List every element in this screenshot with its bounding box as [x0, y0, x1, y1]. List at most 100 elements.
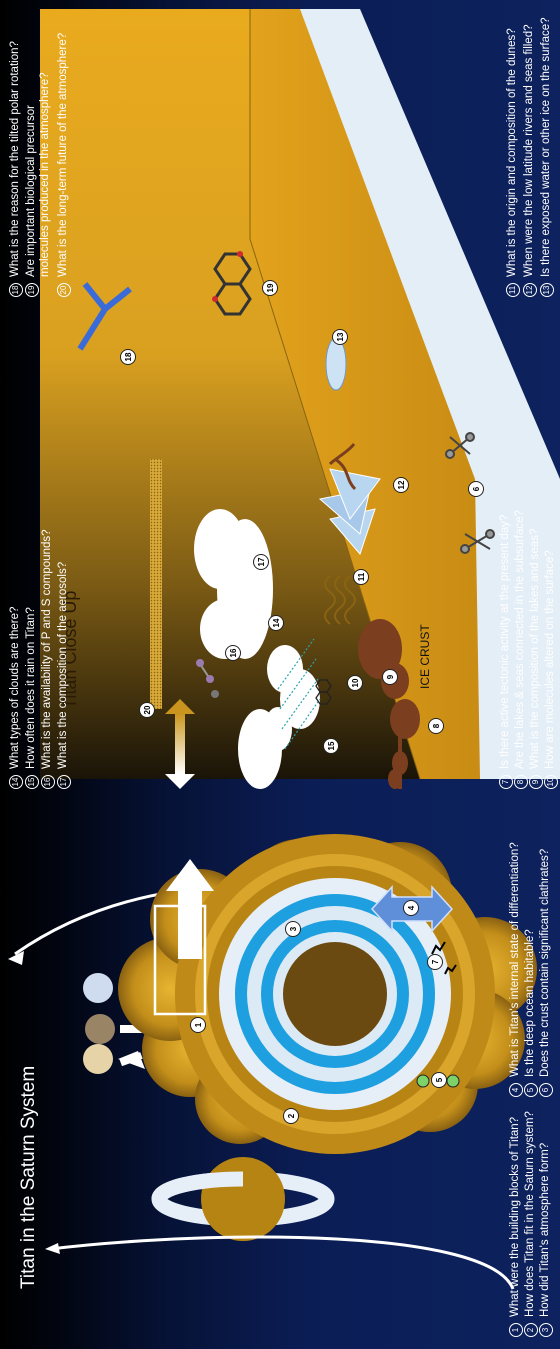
marker-9: 9: [382, 669, 398, 685]
question-number: 2: [524, 1323, 538, 1337]
question-text: What were the building blocks of Titan?: [509, 1116, 521, 1317]
marker-15: 15: [323, 738, 339, 754]
question-number: 11: [506, 283, 520, 297]
marker-16: 16: [225, 645, 241, 661]
question-10: 10 How are molecules altered on the surfa…: [543, 550, 558, 789]
exposed-ice: [325, 337, 347, 391]
marker-18: 18: [120, 349, 136, 365]
question-number: 19: [25, 283, 39, 297]
question-text: How does Titan fit in the Saturn system?: [524, 1111, 536, 1317]
question-text: What is the long-term future of the atmo…: [57, 32, 69, 277]
question-number: 3: [539, 1323, 553, 1337]
orbit-arc-left: [49, 1235, 515, 1290]
marker-8: 8: [428, 718, 444, 734]
building-block-1: [83, 1044, 113, 1074]
question-2: 2 How does Titan fit in the Saturn system…: [523, 1111, 538, 1337]
question-number: 18: [9, 283, 23, 297]
question-text: What is the composition of the lakes and…: [529, 528, 541, 769]
question-text: How did Titan's atmosphere form?: [539, 1142, 551, 1317]
question-15: 15 How often does it rain on Titan?: [24, 607, 39, 789]
question-text: What is the reason for the tilted polar …: [9, 41, 21, 277]
question-8: 8 Are the lakes & seas connected in the s…: [513, 510, 528, 789]
question-number: 15: [25, 775, 39, 789]
marker-3: 3: [285, 921, 301, 937]
question-16: 16 What is the availability of P and S co…: [40, 529, 55, 789]
ice-blocks: [318, 443, 381, 555]
atmosphere-arrow: [165, 699, 195, 789]
question-19: 19 Are important biological precursor mol…: [24, 57, 52, 297]
question-4: 4 What is Titan's internal state of diffe…: [508, 842, 523, 1097]
marker-13: 13: [332, 329, 348, 345]
marker-5: 5: [431, 1072, 447, 1088]
clouds: [194, 509, 320, 789]
question-text: What is the origin and composition of th…: [506, 28, 518, 277]
question-number: 10: [544, 775, 558, 789]
question-number: 16: [41, 775, 55, 789]
question-text: How often does it rain on Titan?: [25, 607, 37, 769]
question-18: 18 What is the reason for the tilted pola…: [8, 41, 23, 297]
marker-14: 14: [268, 615, 284, 631]
question-text: What is the availability of P and S comp…: [41, 529, 53, 769]
benzene-rings: [315, 679, 332, 705]
marker-1: 1: [190, 1017, 206, 1033]
question-number: 1: [509, 1323, 523, 1337]
question-text: Does the crust contain significant clath…: [539, 848, 551, 1077]
question-17: 17 What is the composition of the aerosol…: [56, 562, 71, 789]
question-3: 3 How did Titan's atmosphere form?: [538, 1143, 553, 1337]
question-text: Is there exposed water or other ice on t…: [540, 17, 552, 277]
question-number: 7: [499, 775, 513, 789]
marker-20: 20: [139, 702, 155, 718]
lakes: [358, 619, 420, 789]
question-number: 5: [524, 1083, 538, 1097]
question-text: Is the deep ocean habitable?: [524, 929, 536, 1077]
question-text: Are important biological precursor molec…: [25, 72, 51, 277]
question-1: 1 What were the building blocks of Titan?: [508, 1117, 523, 1337]
question-text: Are the lakes & seas connected in the su…: [514, 510, 526, 769]
dunes: [324, 575, 356, 625]
question-text: When were the low latitude rivers and se…: [523, 24, 535, 278]
question-number: 13: [540, 283, 554, 297]
question-text: What is the composition of the aerosols?: [57, 561, 69, 769]
question-13: 13 Is there exposed water or other ice on…: [539, 17, 554, 297]
polar-rotation-symbol: [77, 282, 132, 351]
question-text: How are molecules altered on the surface…: [544, 550, 556, 769]
zoom-arrow: [166, 859, 214, 959]
marker-2: 2: [283, 1108, 299, 1124]
question-text: Is there active tectonic activity at the…: [499, 514, 511, 769]
question-7: 7 Is there active tectonic activity at th…: [498, 515, 513, 789]
ice-crust-label: ICE CRUST: [418, 624, 432, 689]
molecule-16: [196, 659, 219, 698]
question-number: 8: [514, 775, 528, 789]
question-20: 20 What is the long-term future of the at…: [56, 33, 71, 297]
clathrates: [445, 432, 495, 554]
question-5: 5 Is the deep ocean habitable?: [523, 929, 538, 1097]
haze-band: [150, 459, 162, 709]
saturn: [151, 1157, 335, 1241]
marker-12: 12: [393, 477, 409, 493]
question-11: 11 What is the origin and composition of …: [505, 28, 520, 297]
question-number: 6: [539, 1083, 553, 1097]
marker-11: 11: [353, 569, 369, 585]
question-9: 9 What is the composition of the lakes an…: [528, 529, 543, 789]
question-12: 12 When were the low latitude rivers and …: [522, 24, 537, 297]
question-number: 12: [523, 283, 537, 297]
question-number: 9: [529, 775, 543, 789]
marker-19: 19: [262, 280, 278, 296]
marker-7: 7: [427, 954, 443, 970]
marker-17: 17: [253, 554, 269, 570]
close-up-panel: [40, 9, 560, 780]
question-number: 20: [57, 283, 71, 297]
question-number: 4: [509, 1083, 523, 1097]
marker-10: 10: [347, 675, 363, 691]
marker-6: 6: [468, 481, 484, 497]
precursor-molecule: [212, 251, 252, 316]
question-text: What is Titan's internal state of differ…: [509, 842, 521, 1077]
question-number: 17: [57, 775, 71, 789]
marker-4: 4: [403, 900, 419, 916]
question-text: What types of clouds are there?: [9, 606, 21, 769]
question-6: 6 Does the crust contain significant clat…: [538, 849, 553, 1097]
question-number: 14: [9, 775, 23, 789]
